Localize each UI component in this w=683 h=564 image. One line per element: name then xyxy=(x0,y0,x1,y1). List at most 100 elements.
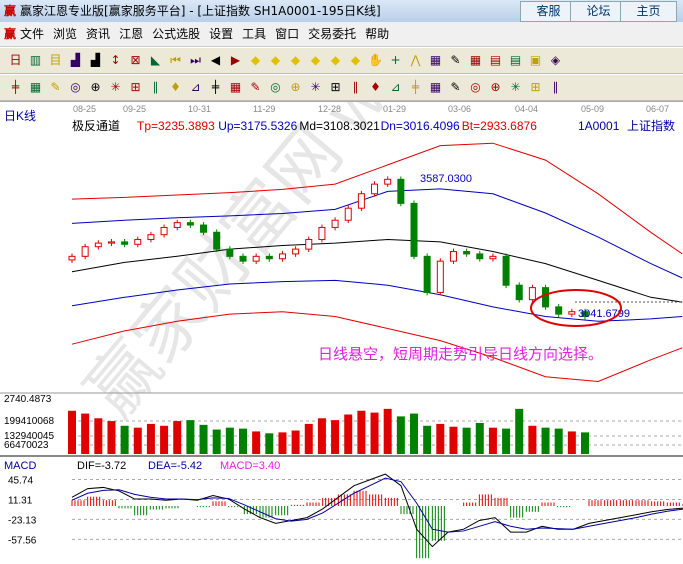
angle-icon[interactable]: ◎ xyxy=(470,80,481,94)
spiral-icon[interactable]: ✳ xyxy=(110,80,121,94)
indicator-icon[interactable]: 目 xyxy=(49,53,62,67)
stock-code: 1A0001 xyxy=(578,119,620,133)
first-icon[interactable]: ⏮ xyxy=(170,53,181,67)
star-circle-icon[interactable]: ✎ xyxy=(250,80,261,94)
ruler-icon[interactable]: ∥ xyxy=(352,80,359,94)
gold-icon[interactable]: ✎ xyxy=(50,80,61,94)
band-mid-line xyxy=(71,238,683,303)
diamond-left-icon[interactable]: ◆ xyxy=(250,53,261,67)
fan-icon[interactable]: ╪ xyxy=(411,80,420,94)
box-icon[interactable]: ◎ xyxy=(270,80,281,94)
service-button[interactable]: 客服 xyxy=(520,1,577,22)
candle-body xyxy=(371,183,379,195)
macd-tick: -57.56 xyxy=(8,535,37,546)
volume-bar xyxy=(528,425,537,454)
rect-icon[interactable]: ⊿ xyxy=(390,80,401,94)
fib-icon[interactable]: ⊕ xyxy=(90,80,101,94)
indicator-value: Up=3175.5326 xyxy=(218,119,297,133)
menu-gann[interactable]: 江恩 xyxy=(119,27,144,41)
square-icon[interactable]: ⊿ xyxy=(190,80,201,94)
menu-trade[interactable]: 交易委托 xyxy=(308,27,357,41)
prev-icon[interactable]: ◀ xyxy=(210,53,221,67)
homepage-button[interactable]: 主页 xyxy=(620,1,677,22)
god-line-icon[interactable]: ✳ xyxy=(310,80,321,94)
circle-scale-icon[interactable]: ∥ xyxy=(152,80,159,94)
date-tick: 03-06 xyxy=(448,104,471,114)
diamond-all-icon[interactable]: ◆ xyxy=(350,53,361,67)
candle-body xyxy=(81,246,89,257)
volume-bar xyxy=(133,427,142,454)
menu-help[interactable]: 帮助 xyxy=(365,27,390,41)
lines-icon[interactable]: ▦ xyxy=(29,80,42,94)
grid2-icon[interactable]: ⊞ xyxy=(530,80,541,94)
menu-browse[interactable]: 浏览 xyxy=(53,27,78,41)
volume-bar xyxy=(475,422,484,454)
macd-dif-label: DIF=-3.72 xyxy=(77,460,126,472)
forum-button[interactable]: 论坛 xyxy=(570,1,627,22)
calendar-icon[interactable]: ▦ xyxy=(469,53,482,67)
indicator-values: Tp=3235.3893 Up=3175.5326 Md=3108.3021 Dn=3… xyxy=(137,119,537,133)
speed-icon[interactable]: ⊕ xyxy=(290,80,301,94)
candle-icon[interactable]: ▥ xyxy=(29,53,42,67)
last-icon[interactable]: ⏭ xyxy=(190,53,201,67)
toolbar-drawing: ╪ ▦ ✎ ◎ ⊕ ✳ ⊞ ∥ ♦ ⊿ ╪ ▦ ✎ ◎ ⊕ ✳ ⊞ ∥ ♦ ⊿ ╪ ▦ ✎ ◎ ⊕ ✳ ⊞ ∥ xyxy=(0,75,683,101)
band-top-line xyxy=(71,142,683,255)
menu-settings[interactable]: 设置 xyxy=(209,27,234,41)
menu-info[interactable]: 资讯 xyxy=(86,27,111,41)
calculator-icon[interactable]: ▤ xyxy=(489,53,502,67)
gann-icon[interactable]: ⊞ xyxy=(330,80,341,94)
volume-bar xyxy=(502,428,511,454)
day-period-icon[interactable]: 日 xyxy=(9,53,22,67)
menu-formula[interactable]: 公式选股 xyxy=(152,27,201,41)
volume-chart-icon[interactable]: ▟ xyxy=(70,53,81,67)
diamond-up-icon[interactable]: ◆ xyxy=(330,53,341,67)
volume-chart-2-icon[interactable]: ▟ xyxy=(90,53,101,67)
pen-icon[interactable]: ╪ xyxy=(11,80,20,94)
marker-icon[interactable]: ⊞ xyxy=(130,80,141,94)
measure-icon[interactable]: ♦ xyxy=(370,80,381,94)
grid-icon[interactable]: ✳ xyxy=(510,80,521,94)
diamond-shrink-icon[interactable]: ◆ xyxy=(310,53,321,67)
volume-bar xyxy=(449,426,458,454)
volume-bar xyxy=(107,421,116,454)
next-icon[interactable]: ▶ xyxy=(230,53,241,67)
crosshair-icon[interactable]: + xyxy=(390,53,401,67)
parallel-icon[interactable]: ♦ xyxy=(170,80,181,94)
wave-icon[interactable]: ✎ xyxy=(450,53,461,67)
diamond-right-icon[interactable]: ◆ xyxy=(270,53,281,67)
save-icon[interactable]: ▣ xyxy=(529,53,542,67)
menu-tools[interactable]: 工具 xyxy=(242,27,267,41)
square-fan-icon[interactable]: ✎ xyxy=(450,80,461,94)
bar-icon[interactable]: ↕ xyxy=(110,53,121,67)
notes-icon[interactable]: ▤ xyxy=(509,53,522,67)
target-icon[interactable]: ▦ xyxy=(229,80,242,94)
title-bar: 赢赢家江恩专业版[赢家服务平台] - [上证指数 SH1A0001-195日K线… xyxy=(0,0,683,22)
candle-body xyxy=(252,255,260,262)
diamond-expand-icon[interactable]: ◆ xyxy=(290,53,301,67)
box-fan-icon[interactable]: ▦ xyxy=(429,80,442,94)
macd-panel: MACD DIF=-3.72 DEA=-5.42 MACD=3.40 45.74 11.3… xyxy=(4,460,683,559)
parallel-lines-icon[interactable]: ∥ xyxy=(552,80,559,94)
flag-icon[interactable]: ◣ xyxy=(150,53,161,67)
candle-body xyxy=(200,224,208,233)
menu-window[interactable]: 窗口 xyxy=(275,27,300,41)
menu-file[interactable]: 文件 xyxy=(20,27,45,41)
indicator-value: Tp=3235.3893 xyxy=(137,119,215,133)
trend-icon[interactable]: ⋀ xyxy=(410,53,421,67)
date-tick: 04-04 xyxy=(515,104,538,114)
macd-dea-label: DEA=-5.42 xyxy=(148,460,202,472)
volume-bar xyxy=(541,427,550,454)
network-icon[interactable]: ◈ xyxy=(550,53,561,67)
date-tick: 08-25 xyxy=(73,104,96,114)
festival-icon[interactable]: ▦ xyxy=(429,53,442,67)
triangle-icon[interactable]: ╪ xyxy=(211,80,220,94)
gann-box-icon[interactable]: ⊠ xyxy=(130,53,141,67)
gold2-icon[interactable]: ◎ xyxy=(70,80,81,94)
volume-bar xyxy=(239,428,247,454)
hand-icon[interactable]: ✋ xyxy=(368,53,383,67)
highlight-ellipse xyxy=(530,289,622,327)
wave-line-icon[interactable]: ⊕ xyxy=(490,80,501,94)
